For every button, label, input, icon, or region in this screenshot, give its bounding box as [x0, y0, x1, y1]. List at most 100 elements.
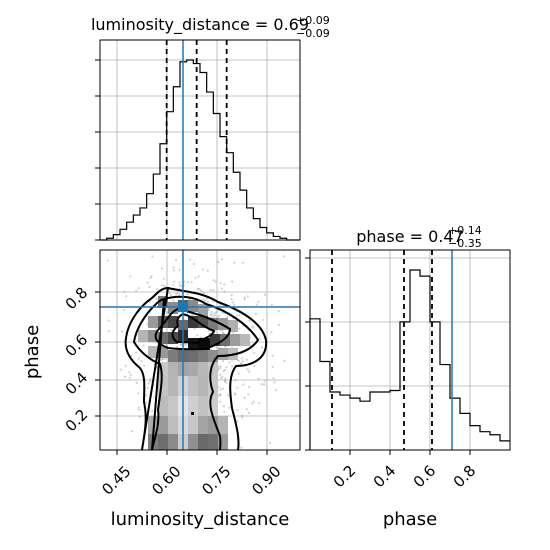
luminosity-distance-median: 0.69 [273, 15, 309, 34]
scatter-point [137, 406, 140, 409]
scatter-point [223, 380, 226, 383]
scatter-point [147, 382, 150, 385]
scatter-point [172, 299, 175, 302]
scatter-point [252, 400, 255, 403]
scatter-point [222, 332, 225, 335]
scatter-point [219, 365, 222, 368]
scatter-point [179, 343, 182, 346]
scatter-point [215, 311, 218, 314]
scatter-point [206, 300, 210, 303]
scatter-point [225, 366, 228, 369]
luminosity-distance-title: luminosity_distance = 0.69 [91, 15, 309, 35]
scatter-point [172, 266, 175, 269]
scatter-point [212, 289, 215, 292]
scatter-point [172, 283, 175, 287]
phase-xtick-label: 0.8 [450, 462, 480, 492]
scatter-point [251, 402, 254, 405]
phase-quantile-lines [331, 250, 433, 450]
scatter-point [194, 276, 197, 279]
scatter-point [218, 367, 222, 370]
scatter-point [176, 291, 179, 294]
phase-xtick-label: 0.2 [330, 462, 360, 492]
scatter-point [271, 354, 274, 357]
luminosity-distance-title-name: luminosity_distance [91, 15, 250, 35]
scatter-point [231, 280, 234, 283]
joint-xtick-label: 0.75 [198, 462, 234, 498]
scatter-point [121, 330, 124, 333]
scatter-point [220, 287, 223, 290]
scatter-point [180, 284, 183, 288]
scatter-point [155, 297, 158, 301]
scatter-point [230, 298, 233, 301]
scatter-point [221, 375, 224, 378]
scatter-point [156, 287, 159, 291]
scatter-point [212, 279, 215, 282]
scatter-point [262, 318, 265, 321]
scatter-point [138, 408, 141, 411]
scatter-point [228, 406, 231, 409]
scatter-point [252, 351, 255, 354]
luminosity-distance-histogram-line [100, 59, 300, 241]
scatter-point [263, 293, 267, 296]
scatter-point [168, 292, 171, 295]
scatter-point [227, 394, 230, 397]
scatter-point [247, 411, 250, 414]
scatter-point [213, 314, 216, 317]
scatter-point [137, 357, 140, 360]
scatter-point [161, 284, 164, 287]
scatter-point [274, 389, 278, 392]
scatter-point [209, 288, 212, 291]
scatter-point [230, 294, 233, 297]
scatter-point [135, 351, 138, 354]
scatter-point [238, 327, 241, 330]
scatter-point [207, 329, 210, 333]
scatter-point [209, 314, 212, 317]
scatter-point [207, 308, 210, 311]
scatter-point [173, 280, 176, 283]
phase-title: phase = 0.47 [356, 227, 463, 246]
scatter-point [119, 368, 122, 371]
scatter-point [145, 401, 148, 404]
scatter-point [241, 414, 244, 417]
scatter-point [218, 393, 221, 396]
scatter-point [149, 380, 152, 383]
scatter-point [277, 310, 280, 313]
scatter-point [233, 393, 237, 396]
joint-posterior-panel: 0.8 0.6 0.4 0.2 0.45 0.60 0.75 0.90 phas… [22, 249, 301, 530]
scatter-point [130, 355, 133, 358]
scatter-point [122, 308, 126, 312]
scatter-point [170, 329, 173, 332]
scatter-point [135, 381, 138, 384]
scatter-point [202, 298, 205, 301]
scatter-point [241, 261, 244, 264]
scatter-point [149, 378, 152, 381]
scatter-point [224, 377, 227, 380]
joint-xtick-label: 0.60 [148, 462, 184, 498]
scatter-point [223, 290, 226, 293]
phase-hist-frame [309, 249, 511, 451]
scatter-point [217, 386, 220, 389]
scatter-point [188, 258, 192, 261]
scatter-point [258, 402, 261, 405]
scatter-point [198, 287, 201, 291]
scatter-point [234, 392, 237, 395]
joint-contours [124, 286, 268, 451]
scatter-point [219, 303, 222, 306]
scatter-point [241, 357, 244, 360]
scatter-point [125, 295, 128, 298]
scatter-point [221, 331, 224, 334]
luminosity-distance-quantile-lines [165, 40, 228, 240]
scatter-point [212, 315, 215, 318]
scatter-point [129, 373, 132, 376]
scatter-point [191, 313, 194, 316]
scatter-point [222, 405, 225, 408]
scatter-point [278, 324, 281, 327]
scatter-point [196, 334, 199, 337]
scatter-point [245, 408, 248, 411]
luminosity-distance-hist-yticks [95, 59, 100, 241]
phase-xlabel: phase [383, 509, 437, 530]
scatter-point [243, 396, 246, 399]
luminosity-distance-minus-error: −0.09 [296, 27, 330, 40]
scatter-point [213, 312, 216, 315]
